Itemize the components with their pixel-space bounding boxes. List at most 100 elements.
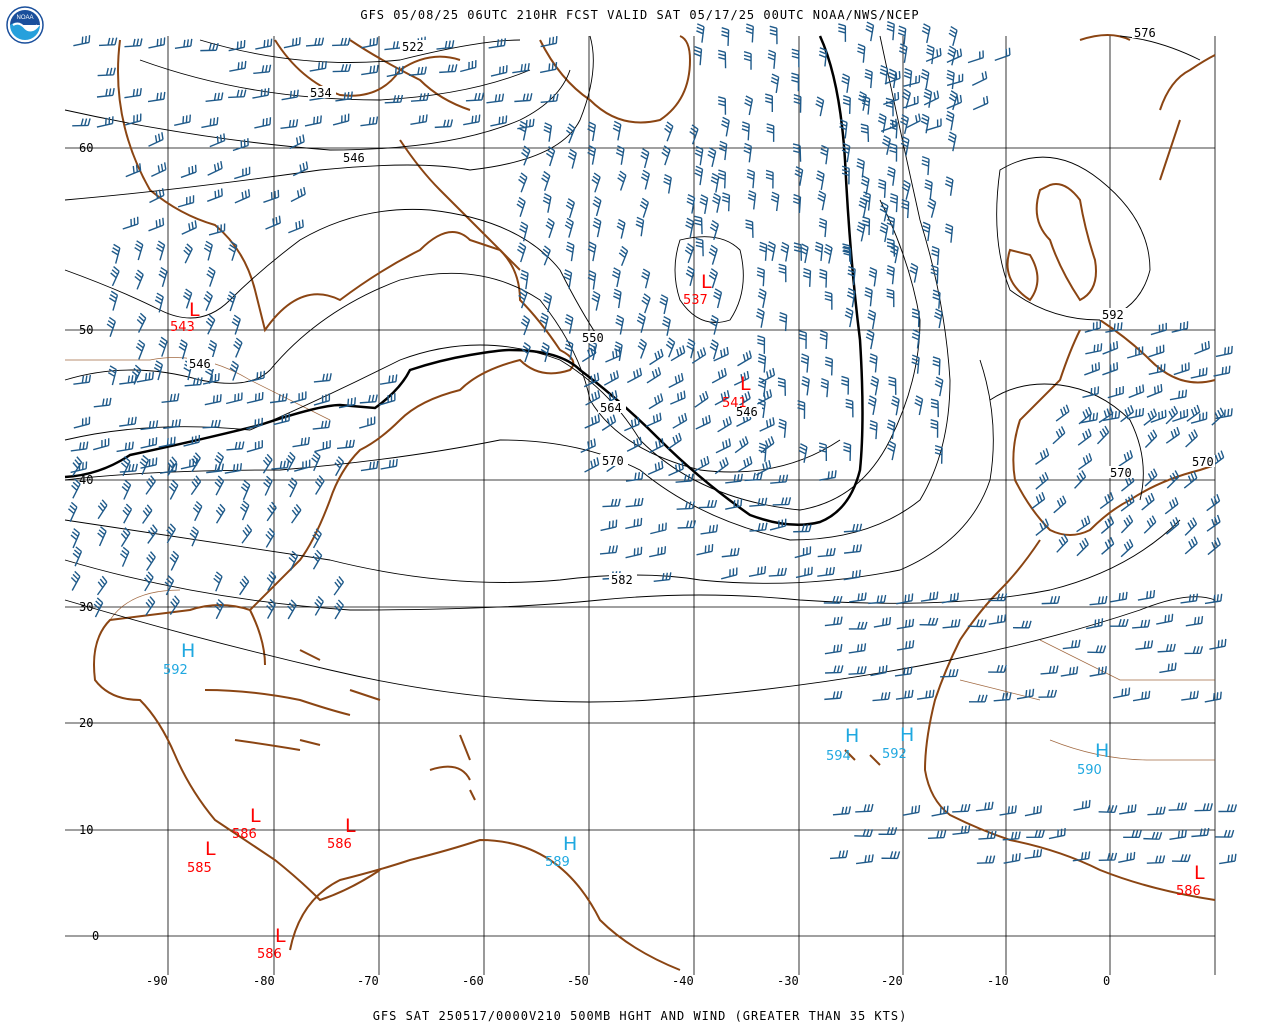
wind-barb <box>665 337 676 358</box>
wind-barb <box>926 44 935 65</box>
wind-barb <box>521 145 531 166</box>
wind-barb <box>676 501 695 510</box>
wind-barb <box>879 222 889 243</box>
wind-barb <box>144 571 154 592</box>
wind-barb <box>1089 595 1108 606</box>
low-center-value: 543 <box>170 320 195 335</box>
wind-barb <box>209 133 226 148</box>
lat-label: 40 <box>79 473 93 487</box>
wind-barb <box>741 121 750 141</box>
wind-barb <box>1204 593 1223 605</box>
wind-barb <box>841 142 851 163</box>
wind-barb <box>1120 494 1135 512</box>
wind-barb <box>540 36 558 48</box>
wind-barb <box>167 456 178 477</box>
wind-barb <box>736 391 751 408</box>
wind-barb <box>539 312 549 333</box>
wind-barb <box>944 223 954 243</box>
wind-barb <box>878 827 898 836</box>
high-center-value: 590 <box>1077 763 1102 778</box>
wind-barb <box>312 528 322 549</box>
wind-barb <box>360 460 379 472</box>
wind-barb <box>637 338 648 359</box>
wind-barb <box>225 392 243 405</box>
wind-barb <box>708 268 718 289</box>
wind-barb <box>793 93 802 113</box>
lat-label: 10 <box>79 823 93 837</box>
wind-barb <box>93 438 110 451</box>
wind-barb <box>865 21 875 42</box>
wind-barb <box>67 501 78 522</box>
wind-barb <box>625 517 643 530</box>
wind-barb <box>819 329 828 350</box>
wind-barb <box>1102 362 1119 376</box>
wind-barb <box>158 436 176 448</box>
wind-barb <box>737 350 752 367</box>
wind-barb <box>1215 408 1233 420</box>
wind-barb <box>239 575 250 596</box>
wind-barb <box>229 60 247 72</box>
wind-barb <box>757 377 767 397</box>
lat-label: 30 <box>79 600 93 614</box>
wind-barb <box>1191 827 1210 838</box>
wind-barb <box>626 436 643 452</box>
wind-barb <box>824 616 843 627</box>
wind-barb <box>800 353 810 373</box>
lat-label: 0 <box>92 929 99 943</box>
wind-barb <box>988 664 1007 673</box>
wind-barb <box>205 314 216 335</box>
wind-barb <box>214 475 225 496</box>
wind-barb <box>1168 802 1188 811</box>
wind-barb <box>818 47 828 67</box>
wind-barb <box>380 458 398 470</box>
wind-barb <box>847 265 856 286</box>
lon-label: 0 <box>1103 974 1110 988</box>
wind-barb <box>870 665 888 677</box>
wind-barb <box>932 289 941 309</box>
high-center-marker: H <box>900 724 914 746</box>
wind-barb <box>1098 406 1114 424</box>
wind-barb <box>148 132 164 147</box>
wind-barb <box>134 240 144 261</box>
wind-barb <box>1166 516 1180 535</box>
wind-barb <box>208 223 226 236</box>
wind-barb <box>903 75 921 87</box>
wind-barb <box>971 71 988 87</box>
wind-barb <box>718 140 728 161</box>
wind-barb <box>312 420 331 430</box>
wind-barb <box>946 48 963 64</box>
wind-barb <box>1099 491 1114 510</box>
wind-barb <box>386 65 404 78</box>
wind-barb <box>192 500 203 522</box>
wind-barb <box>757 353 767 373</box>
wind-barb <box>224 463 243 474</box>
wind-barb <box>110 266 120 287</box>
wind-barb <box>925 48 942 63</box>
wind-barb <box>1132 690 1151 702</box>
wind-barb <box>686 338 696 359</box>
wind-barb <box>838 23 847 42</box>
contour-label: 564 <box>600 401 622 415</box>
wind-barb <box>591 172 601 193</box>
wind-barb <box>967 619 987 628</box>
wind-barb <box>914 395 924 416</box>
wind-barb <box>941 592 959 604</box>
wind-barb <box>748 566 767 577</box>
contour-label: 522 <box>402 40 424 54</box>
wind-barb <box>1206 494 1221 512</box>
wind-barb <box>887 166 896 186</box>
high-center-value: 589 <box>545 855 570 870</box>
wind-barb <box>314 440 331 453</box>
wind-barb <box>332 113 350 126</box>
contour-label: 534 <box>310 86 332 100</box>
wind-barb <box>613 288 622 309</box>
wind-barb <box>865 329 875 350</box>
wind-barb <box>206 188 223 202</box>
wind-barb <box>140 457 158 469</box>
wind-barb <box>883 91 900 106</box>
wind-barb <box>1024 805 1042 817</box>
wind-barb <box>707 147 717 168</box>
wind-barb <box>903 67 913 88</box>
wind-barb <box>1219 853 1237 865</box>
wind-barb <box>972 95 989 111</box>
